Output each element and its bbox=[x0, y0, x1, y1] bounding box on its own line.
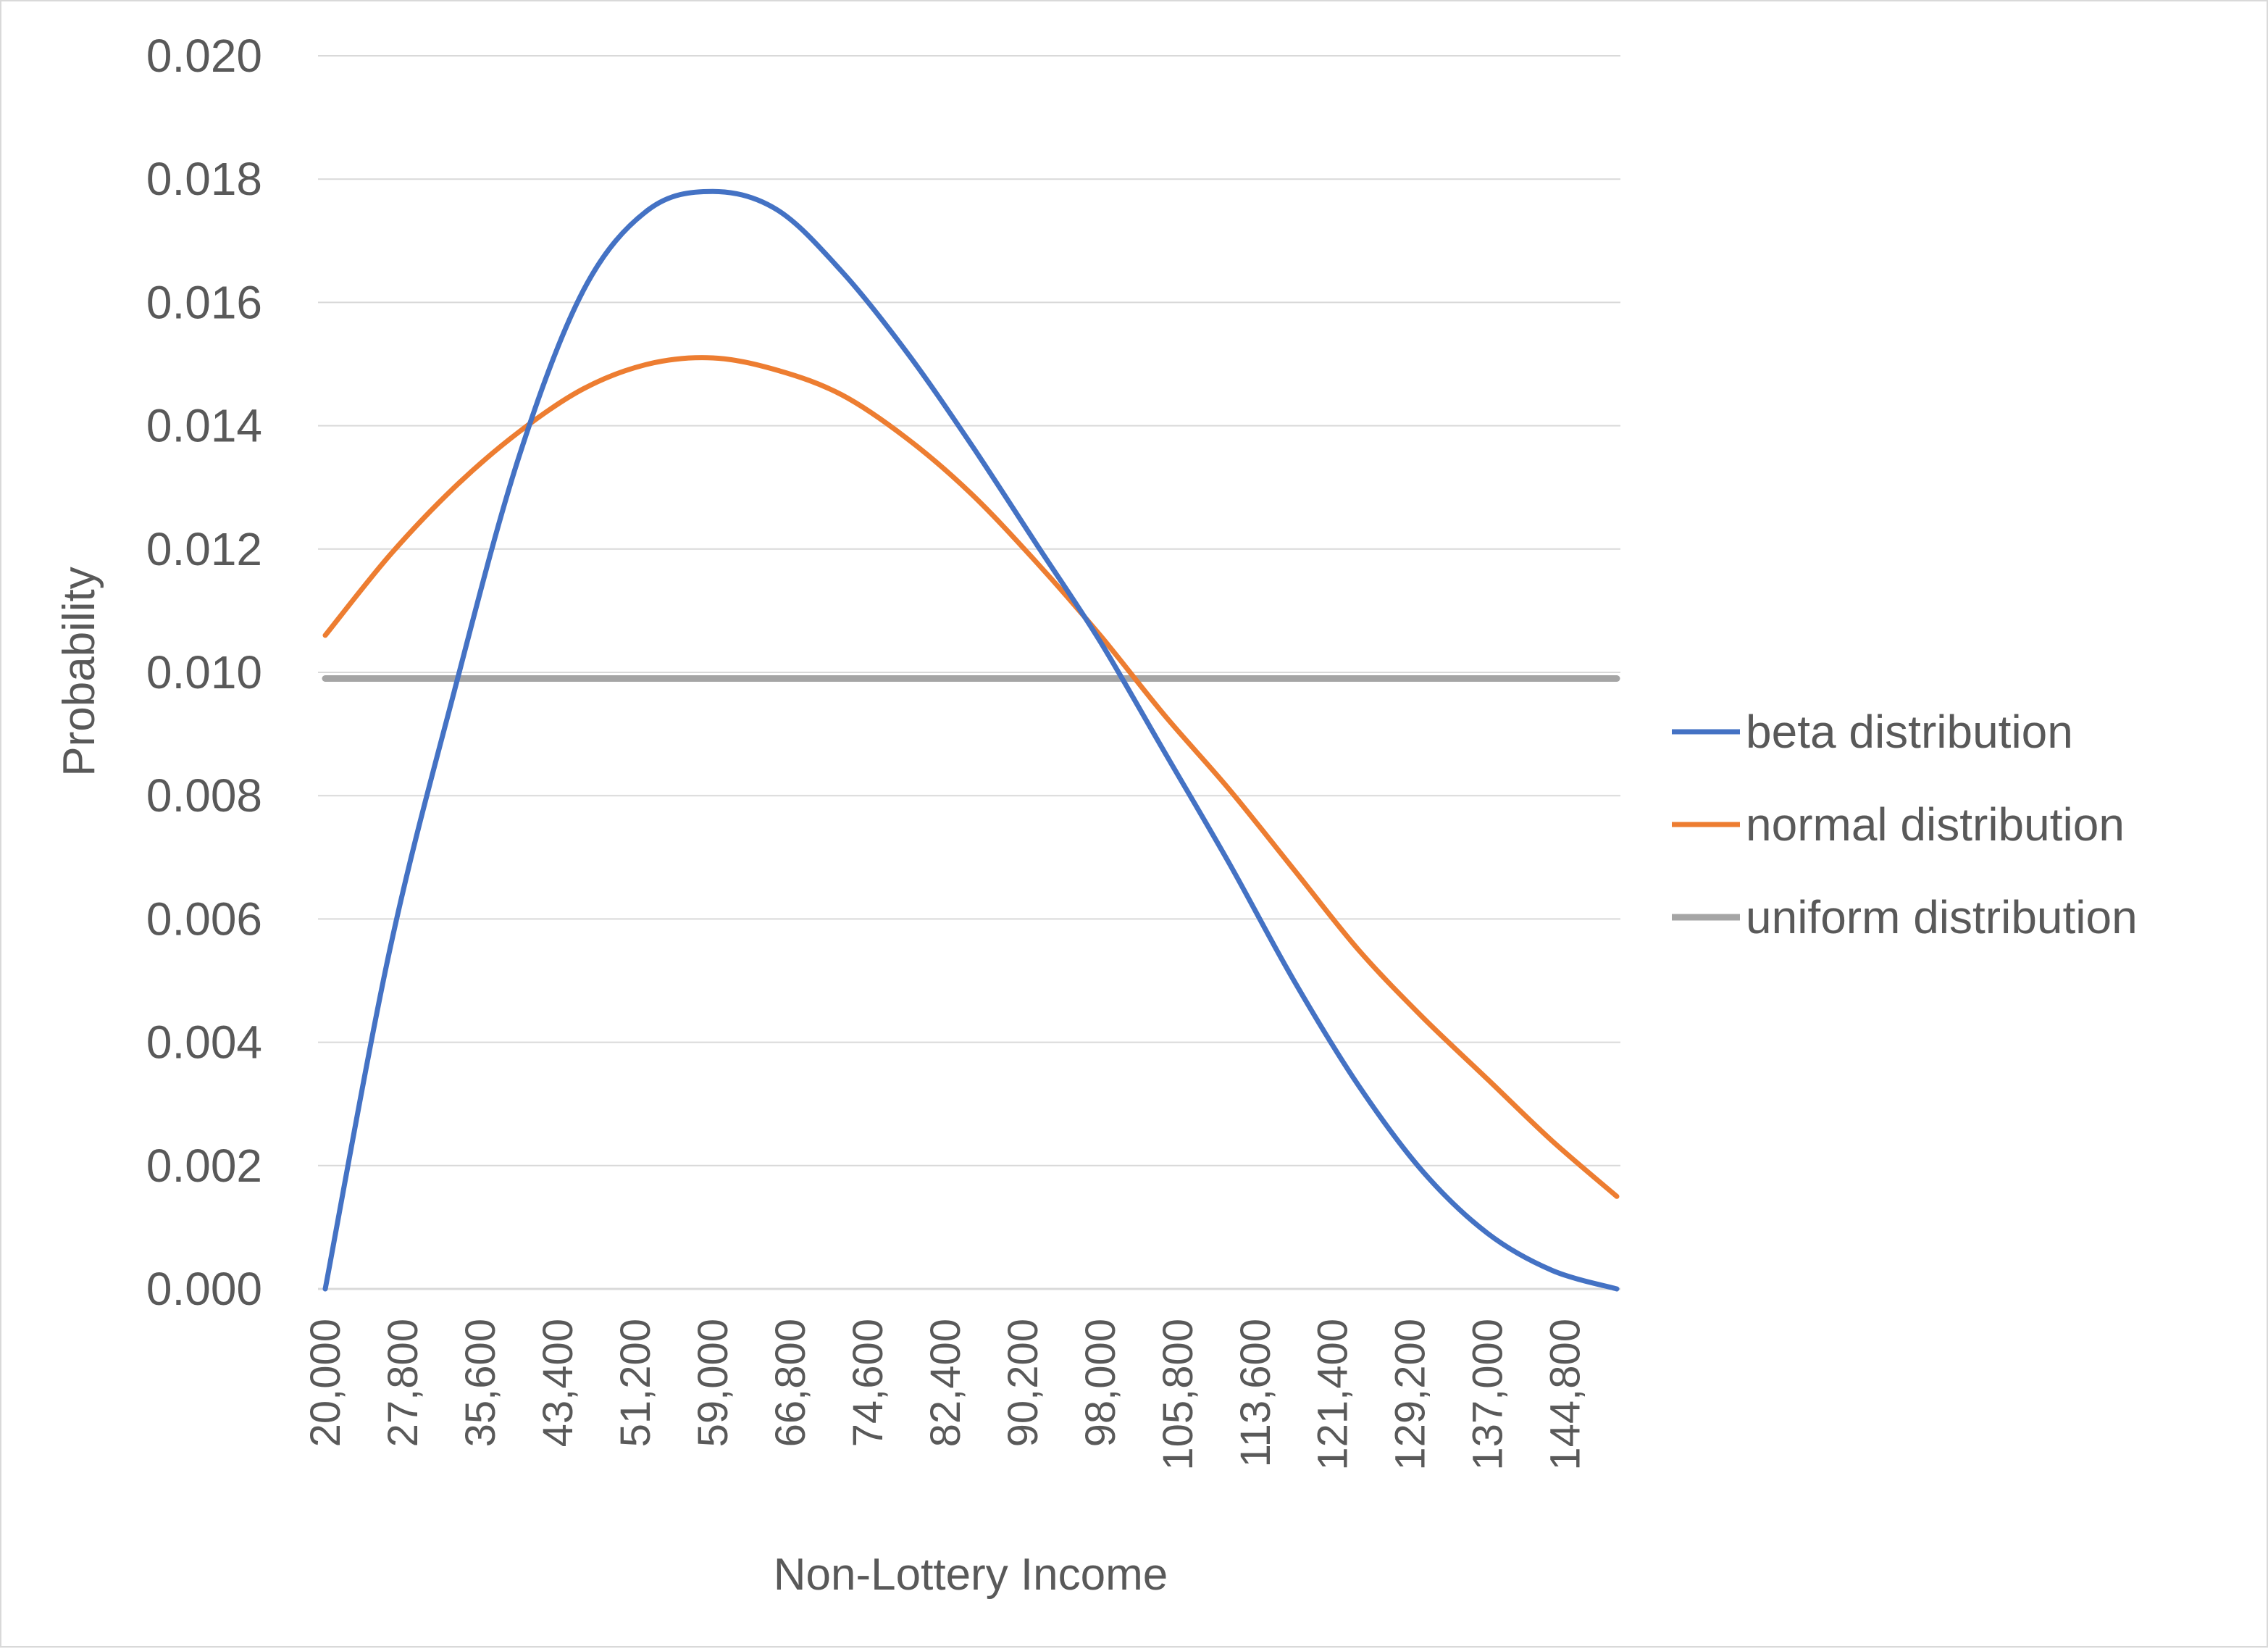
x-tick-label: 20,000 bbox=[302, 1319, 349, 1447]
legend-item-normal: normal distribution bbox=[1672, 798, 2125, 851]
y-tick-label: 0.018 bbox=[146, 153, 262, 205]
x-tick-label: 27,800 bbox=[380, 1319, 427, 1447]
legend-label: beta distribution bbox=[1746, 706, 2073, 758]
x-tick-label: 35,600 bbox=[457, 1319, 504, 1447]
x-tick-label: 43,400 bbox=[535, 1319, 582, 1447]
legend-label: normal distribution bbox=[1746, 798, 2125, 851]
legend-label: uniform distribution bbox=[1746, 891, 2138, 943]
x-tick-label: 66,800 bbox=[767, 1319, 814, 1447]
normal-distribution-line bbox=[322, 355, 1620, 1199]
legend-item-uniform: uniform distribution bbox=[1672, 891, 2138, 943]
x-tick-label: 137,000 bbox=[1465, 1319, 1512, 1471]
y-tick-label: 0.000 bbox=[146, 1263, 262, 1315]
x-tick-label: 51,200 bbox=[612, 1319, 659, 1447]
x-tick-label: 90,200 bbox=[1000, 1319, 1047, 1447]
x-tick-label: 74,600 bbox=[845, 1319, 892, 1447]
x-tick-label: 105,800 bbox=[1155, 1319, 1202, 1471]
y-tick-label: 0.006 bbox=[146, 893, 262, 945]
x-axis-ticks: 20,000 27,800 35,600 43,400 51,200 59,000 66,8… bbox=[302, 1319, 1589, 1471]
x-tick-label: 144,800 bbox=[1542, 1319, 1589, 1471]
x-tick-label: 82,400 bbox=[922, 1319, 969, 1447]
x-tick-label: 59,000 bbox=[690, 1319, 737, 1447]
y-axis-ticks: 0.000 0.002 0.004 0.006 0.008 0.010 0.012 0.014… bbox=[146, 30, 262, 1315]
x-tick-label: 129,200 bbox=[1387, 1319, 1434, 1471]
series-lines bbox=[322, 188, 1620, 1292]
y-tick-label: 0.004 bbox=[146, 1016, 262, 1069]
legend: beta distribution normal distribution unif… bbox=[1672, 706, 2138, 943]
y-tick-label: 0.014 bbox=[146, 400, 262, 452]
y-axis-title: Probability bbox=[54, 567, 104, 776]
legend-item-beta: beta distribution bbox=[1672, 706, 2073, 758]
y-tick-label: 0.010 bbox=[146, 646, 262, 698]
x-axis-title: Non-Lottery Income bbox=[774, 1550, 1168, 1600]
x-tick-label: 113,600 bbox=[1232, 1319, 1279, 1467]
y-tick-label: 0.016 bbox=[146, 276, 262, 328]
y-tick-label: 0.012 bbox=[146, 523, 262, 575]
y-tick-label: 0.020 bbox=[146, 30, 262, 82]
x-tick-label: 98,000 bbox=[1077, 1319, 1124, 1447]
x-tick-label: 121,400 bbox=[1310, 1319, 1357, 1471]
gridlines bbox=[318, 55, 1620, 1166]
beta-distribution-line bbox=[322, 188, 1620, 1292]
y-tick-label: 0.008 bbox=[146, 769, 262, 822]
y-tick-label: 0.002 bbox=[146, 1140, 262, 1192]
